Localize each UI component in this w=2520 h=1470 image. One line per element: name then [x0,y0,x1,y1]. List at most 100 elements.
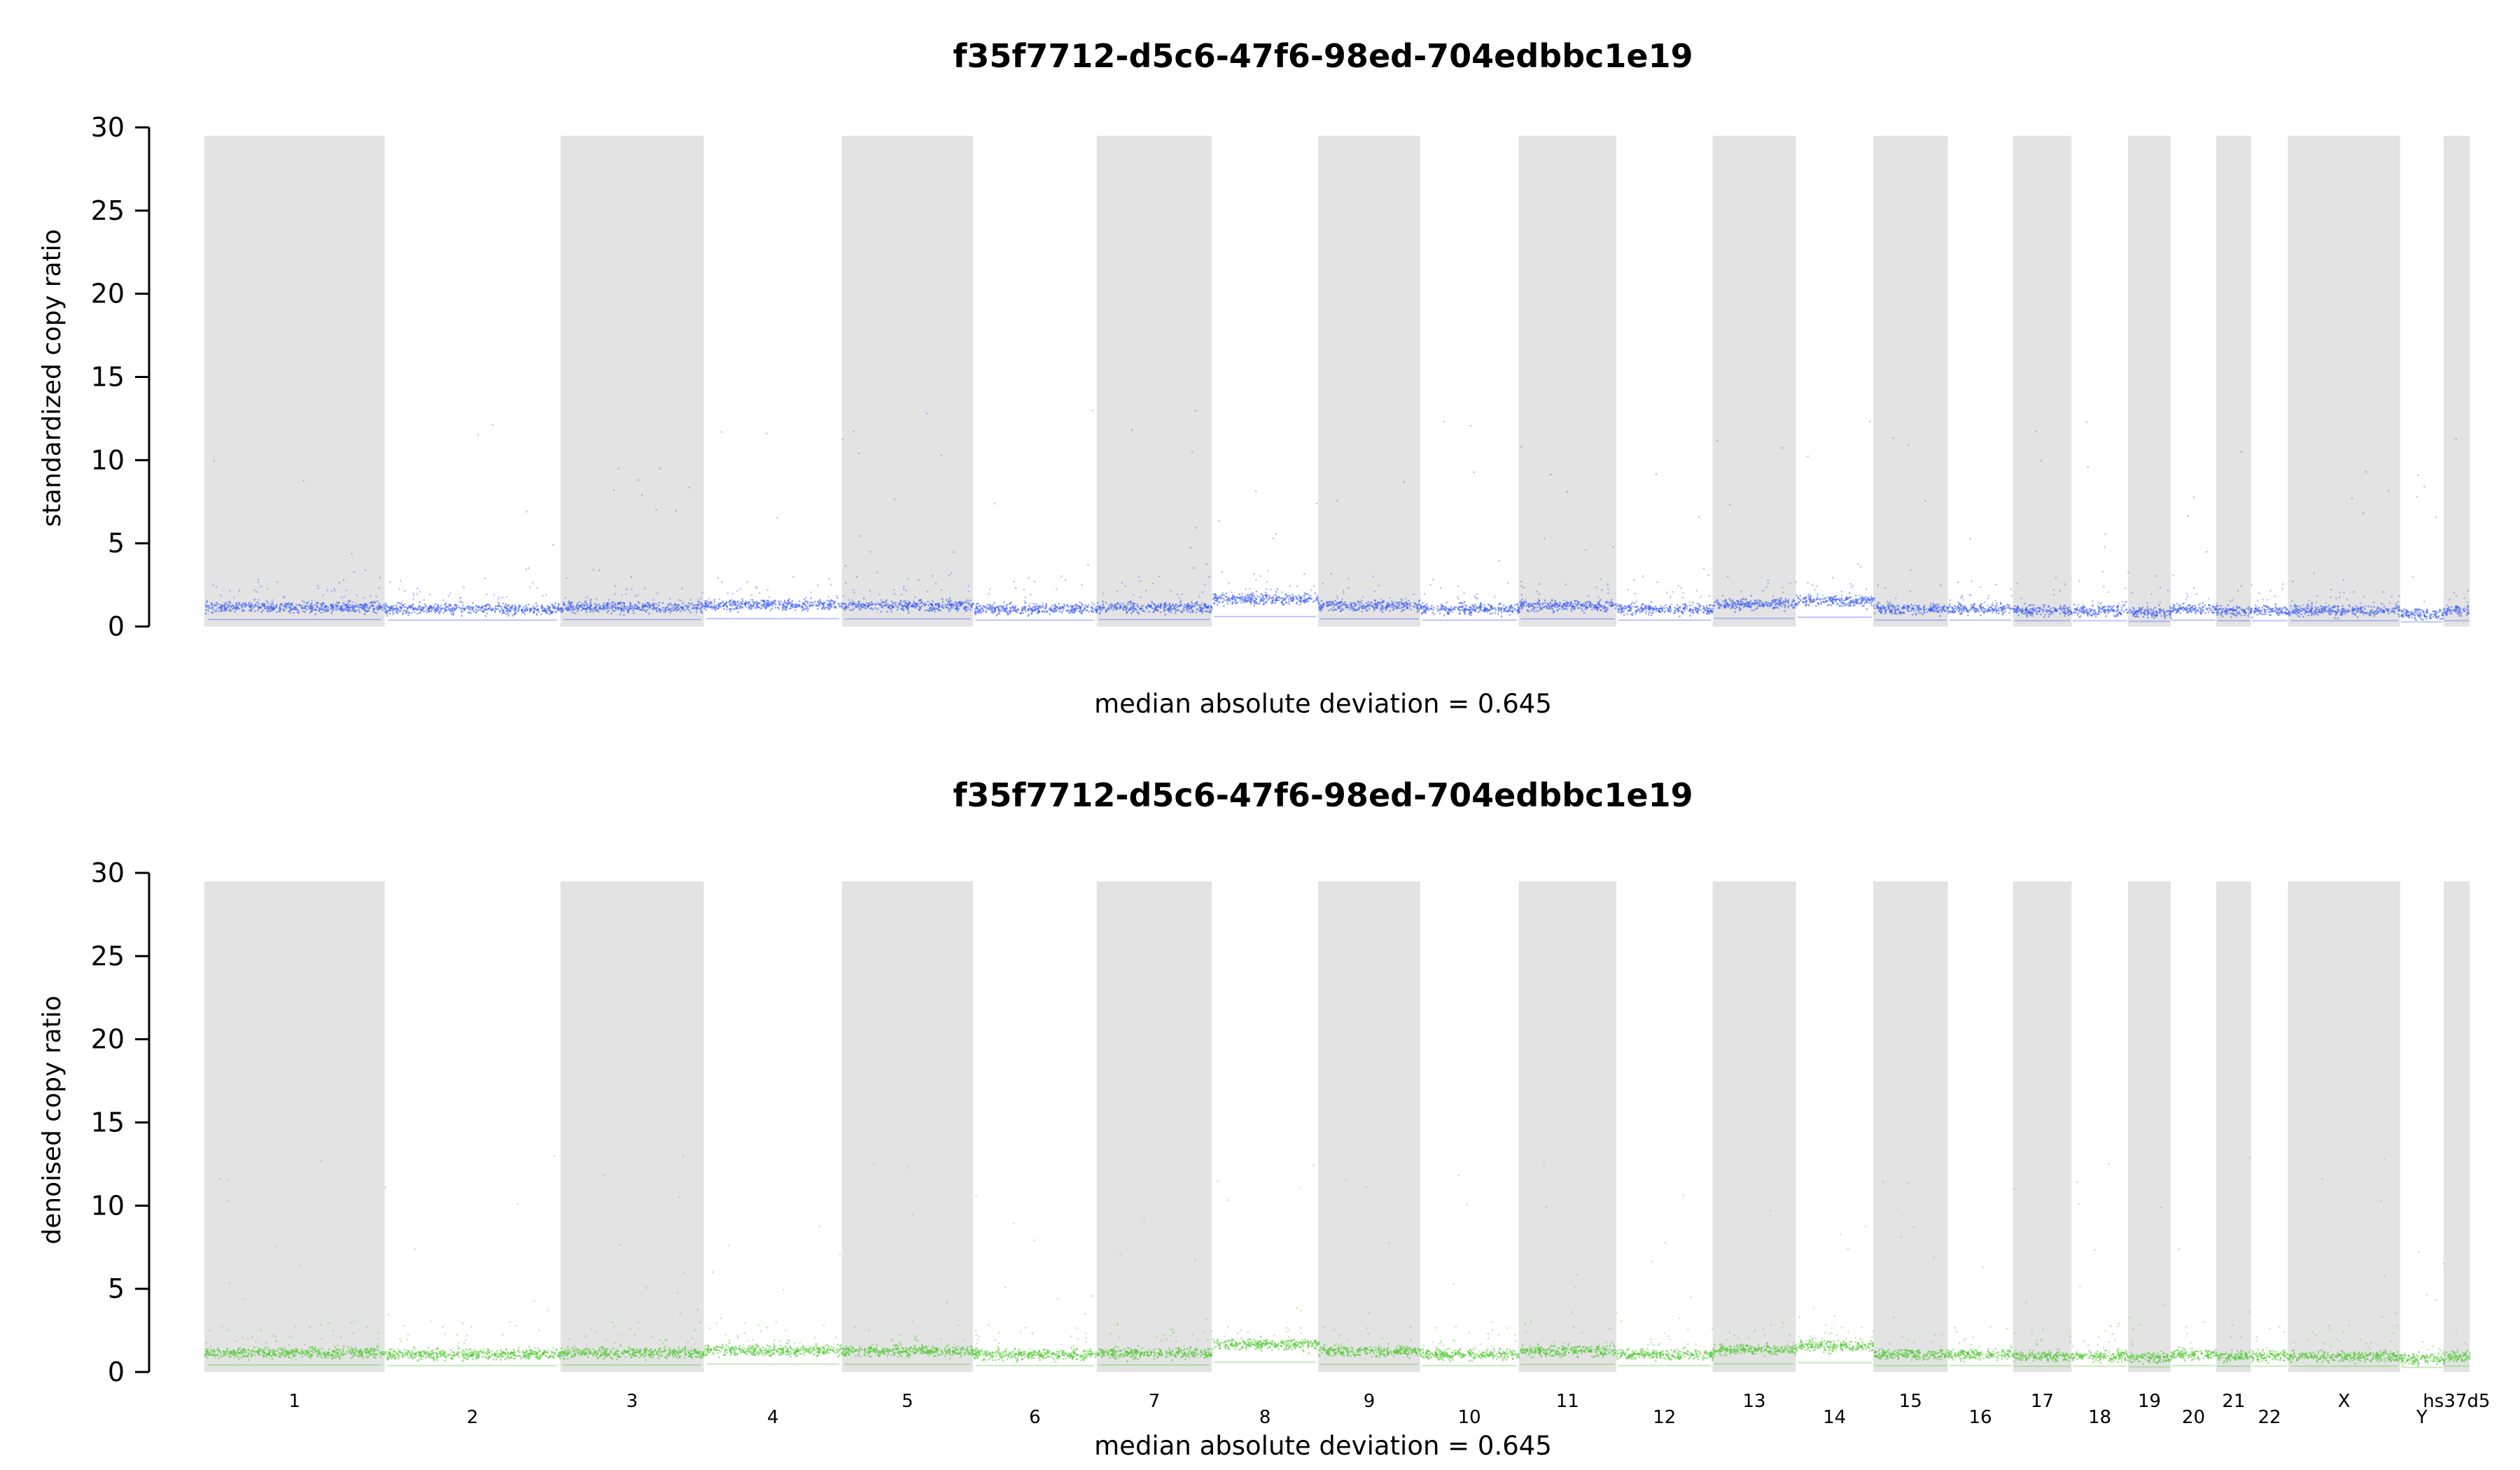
points-chr-20 [2171,1248,2218,1366]
panel-title-denoised: f35f7712-d5c6-47f6-98ed-704edbbc1e19 [953,776,1693,814]
points-chr-11 [1520,1161,1618,1366]
chromosome-label-6: 6 [1029,1407,1041,1428]
y-axis-label-denoised: denoised copy ratio [38,995,66,1244]
points-chr-6 [974,410,1099,621]
points-chr-10 [1420,1174,1520,1366]
y-tick-label: 10 [91,1190,125,1221]
points-chr-17 [2012,430,2073,622]
points-chr-21 [2216,1156,2253,1367]
y-tick-label: 25 [91,195,125,226]
chromosome-band-1 [204,881,385,1372]
chromosome-label-4: 4 [767,1407,779,1428]
points-chr-3 [561,1155,706,1366]
points-chr-8 [1212,1164,1320,1363]
chromosome-label-11: 11 [1556,1391,1579,1412]
standardized-panel: f35f7712-d5c6-47f6-98ed-704edbbc1e19 sta… [38,37,2470,719]
points-chr-15 [1873,1180,1949,1366]
y-tick-label: 25 [91,941,125,972]
chromosome-label-10: 10 [1458,1407,1481,1428]
chromosome-band-17 [2012,881,2072,1372]
points-chr-hs37d5 [2444,1332,2471,1367]
chromosome-label-1: 1 [288,1391,300,1412]
points-chr-Y [2400,1251,2445,1368]
chromosome-label-17: 17 [2031,1391,2054,1412]
points-chr-19 [2129,1207,2173,1368]
points-chr-4 [704,430,844,620]
chromosome-label-13: 13 [1742,1391,1765,1412]
chromosome-label-2: 2 [467,1407,479,1428]
chromosome-band-11 [1518,136,1617,626]
panel-title-standardized: f35f7712-d5c6-47f6-98ed-704edbbc1e19 [953,37,1693,75]
chromosome-band-X [2288,136,2400,626]
chromosome-band-7 [1096,136,1212,626]
y-tick-label: 5 [108,528,125,559]
chromosome-label-Y: Y [2416,1407,2428,1428]
chromosome-band-5 [841,881,973,1372]
points-chr-11 [1519,446,1618,620]
points-chr-13 [1712,1210,1798,1365]
points-chr-5 [841,412,974,620]
points-chr-16 [1947,1188,2015,1366]
chromosome-label-19: 19 [2138,1391,2161,1412]
plot-area-denoised: 0510152025301234567891011121314151617181… [91,858,2491,1428]
points-chr-12 [1617,473,1714,621]
chromosome-band-19 [2128,881,2171,1372]
chromosome-band-19 [2128,136,2171,626]
chromosome-label-X: X [2338,1391,2351,1412]
y-tick-label: 0 [108,611,125,642]
chromosome-label-hs37d5: hs37d5 [2423,1391,2490,1412]
chromosome-band-9 [1318,881,1420,1372]
y-tick-label: 0 [108,1357,125,1387]
points-chr-Y [2400,474,2445,623]
y-axis-label-standardized: standardized copy ratio [38,229,66,526]
y-tick-label: 15 [91,362,125,393]
y-tick-label: 5 [108,1273,125,1304]
chromosome-label-22: 22 [2258,1407,2281,1428]
chromosome-label-12: 12 [1653,1407,1676,1428]
chromosome-band-1 [204,136,385,626]
chromosome-band-21 [2216,881,2251,1372]
chromosome-band-3 [560,136,704,626]
points-chr-6 [973,1194,1098,1366]
points-chr-15 [1873,437,1949,621]
chromosome-band-hs37d5 [2443,881,2470,1372]
points-chr-13 [1713,440,1798,620]
plot-area-standardized: 0 5 10 15 20 25 30 [91,112,2470,642]
points-chr-16 [1948,538,2015,621]
chromosome-band-21 [2216,136,2251,626]
chromosome-band-3 [560,881,704,1372]
points-chr-1 [204,1159,386,1366]
chromosome-label-9: 9 [1364,1391,1376,1412]
points-chr-2 [384,1155,562,1366]
y-tick-label: 15 [91,1107,125,1138]
y-tick-label: 30 [91,858,125,888]
points-chr-2 [385,424,562,621]
chromosome-label-8: 8 [1259,1407,1271,1428]
points-chr-14 [1795,420,1875,618]
chromosome-band-9 [1318,136,1420,626]
points-chr-18 [2072,421,2129,622]
chromosome-band-X [2288,881,2400,1372]
points-chr-22 [2251,1326,2290,1367]
chromosome-band-13 [1712,136,1796,626]
points-chr-X [2288,1158,2402,1367]
points-chr-12 [1616,1194,1714,1366]
points-chr-5 [841,1163,975,1366]
points-chr-22 [2251,583,2289,622]
mad-label-standardized: median absolute deviation = 0.645 [1094,689,1552,719]
points-chr-7 [1097,410,1213,621]
denoised-panel: f35f7712-d5c6-47f6-98ed-704edbbc1e19 den… [38,776,2490,1461]
chromosome-label-20: 20 [2182,1407,2205,1428]
points-chr-9 [1318,481,1422,620]
mad-label-denoised: median absolute deviation = 0.645 [1094,1431,1552,1461]
points-chr-20 [2171,496,2218,621]
chromosome-label-18: 18 [2088,1407,2111,1428]
chromosome-label-21: 21 [2222,1391,2245,1412]
points-chr-7 [1097,1217,1213,1366]
chromosome-band-13 [1712,881,1796,1372]
chromosome-label-5: 5 [902,1391,913,1412]
y-tick-label: 20 [91,1024,125,1055]
chromosome-label-16: 16 [1969,1407,1992,1428]
chromosome-band-hs37d5 [2443,136,2470,626]
